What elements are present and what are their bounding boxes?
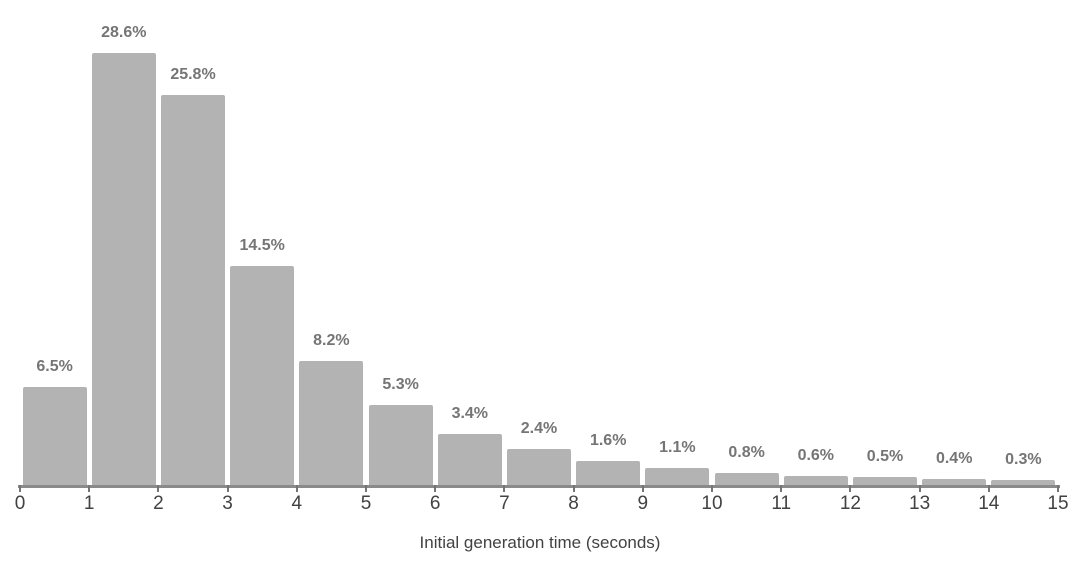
histogram-bar bbox=[852, 477, 918, 485]
bar-value-label: 0.5% bbox=[866, 448, 904, 466]
x-axis-tick bbox=[365, 485, 367, 492]
x-axis-tick bbox=[88, 485, 91, 492]
x-axis-tick-label: 13 bbox=[909, 493, 931, 514]
bar-value-label: 1.6% bbox=[589, 431, 627, 449]
bar-value-label: 8.2% bbox=[313, 332, 350, 350]
x-axis-tick bbox=[987, 485, 990, 492]
x-axis-tick-label: 4 bbox=[291, 493, 303, 514]
x-axis-tick-label: 2 bbox=[153, 493, 164, 514]
histogram-bar bbox=[160, 95, 226, 485]
x-axis-tick-label: 7 bbox=[499, 493, 510, 514]
histogram-bar bbox=[576, 460, 641, 485]
x-axis-tick bbox=[572, 485, 575, 492]
bar-value-label: 2.4% bbox=[520, 419, 558, 437]
x-axis-tick-label: 5 bbox=[360, 493, 372, 514]
bar-value-label: 5.3% bbox=[382, 375, 419, 393]
x-axis-tick-label: 15 bbox=[1047, 493, 1069, 514]
histogram-bar bbox=[91, 53, 156, 485]
histogram-bar bbox=[299, 361, 364, 485]
x-axis-tick bbox=[295, 485, 298, 492]
histogram-bar bbox=[991, 480, 1056, 485]
x-axis-tick bbox=[503, 485, 506, 492]
x-axis-tick bbox=[780, 485, 783, 492]
x-axis-tick bbox=[1057, 485, 1059, 492]
x-axis-tick-label: 14 bbox=[978, 493, 1000, 514]
x-axis-tick-label: 9 bbox=[637, 493, 649, 514]
x-axis-tick-label: 11 bbox=[771, 493, 792, 514]
bar-value-label: 0.8% bbox=[728, 443, 765, 461]
histogram-bar bbox=[230, 266, 295, 485]
x-axis-line bbox=[18, 485, 1060, 488]
histogram-bar bbox=[368, 404, 433, 485]
x-axis-tick-label: 1 bbox=[83, 493, 95, 514]
x-axis-tick-label: 6 bbox=[429, 493, 441, 514]
x-axis-tick-label: 12 bbox=[839, 493, 861, 514]
histogram-bar bbox=[783, 475, 848, 485]
bar-value-label: 14.5% bbox=[239, 237, 285, 255]
histogram-bar bbox=[506, 448, 572, 485]
histogram-bar bbox=[714, 472, 779, 485]
x-axis-tick bbox=[157, 485, 160, 492]
histogram-bar bbox=[645, 468, 710, 485]
bar-value-label: 3.4% bbox=[451, 404, 489, 422]
x-axis-tick bbox=[434, 485, 437, 492]
x-axis-tick-label: 3 bbox=[222, 493, 233, 514]
bar-value-label: 0.4% bbox=[935, 449, 973, 467]
x-axis-tick bbox=[19, 485, 21, 492]
bar-value-label: 0.3% bbox=[1005, 451, 1042, 469]
bar-value-label: 6.5% bbox=[36, 357, 73, 375]
x-axis-title: Initial generation time (seconds) bbox=[419, 533, 661, 552]
histogram-bar bbox=[22, 386, 87, 485]
x-axis-tick bbox=[711, 485, 713, 492]
histogram-bar bbox=[922, 478, 987, 485]
x-axis-tick bbox=[641, 485, 644, 492]
bar-value-label: 25.8% bbox=[170, 66, 216, 84]
x-axis-tick bbox=[226, 485, 229, 492]
x-axis-tick bbox=[849, 485, 852, 492]
bar-value-label: 1.1% bbox=[659, 439, 696, 457]
bar-value-label: 28.6% bbox=[101, 24, 147, 42]
x-axis-tick-label: 0 bbox=[14, 493, 26, 514]
x-axis-tick bbox=[918, 485, 921, 492]
x-axis-tick-label: 10 bbox=[701, 493, 723, 514]
x-axis-tick-label: 8 bbox=[568, 493, 579, 514]
histogram-bar bbox=[437, 433, 502, 485]
bar-value-label: 0.6% bbox=[797, 446, 835, 464]
